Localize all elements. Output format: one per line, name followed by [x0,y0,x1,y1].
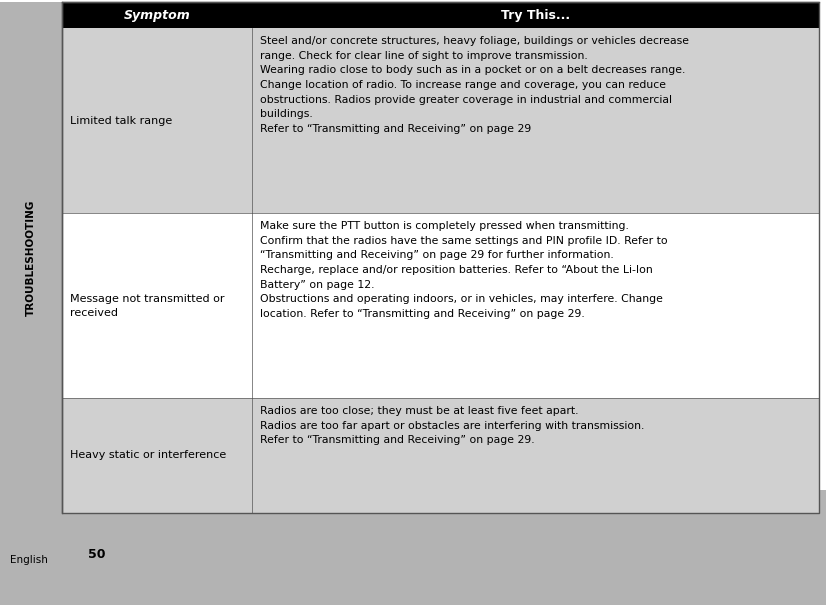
Text: Limited talk range: Limited talk range [70,116,173,125]
Text: Make sure the PTT button is completely pressed when transmitting.
Confirm that t: Make sure the PTT button is completely p… [260,221,667,319]
Bar [62,2,819,28]
Text: 50: 50 [88,549,106,561]
Text: Symptom: Symptom [124,8,190,22]
Bar [62,28,819,213]
Text: TROUBLESHOOTING: TROUBLESHOOTING [26,199,36,316]
Text: Heavy static or interference: Heavy static or interference [70,451,226,460]
Bar [0,2,62,513]
Bar [0,490,826,605]
Bar [62,213,819,398]
Bar [62,398,819,513]
Text: Radios are too close; they must be at least five feet apart.
Radios are too far : Radios are too close; they must be at le… [260,406,644,445]
Bar [62,2,819,513]
Text: English: English [10,555,48,565]
Text: Steel and/or concrete structures, heavy foliage, buildings or vehicles decrease
: Steel and/or concrete structures, heavy … [260,36,689,134]
Text: Try This...: Try This... [501,8,570,22]
Text: Message not transmitted or
received: Message not transmitted or received [70,293,225,318]
